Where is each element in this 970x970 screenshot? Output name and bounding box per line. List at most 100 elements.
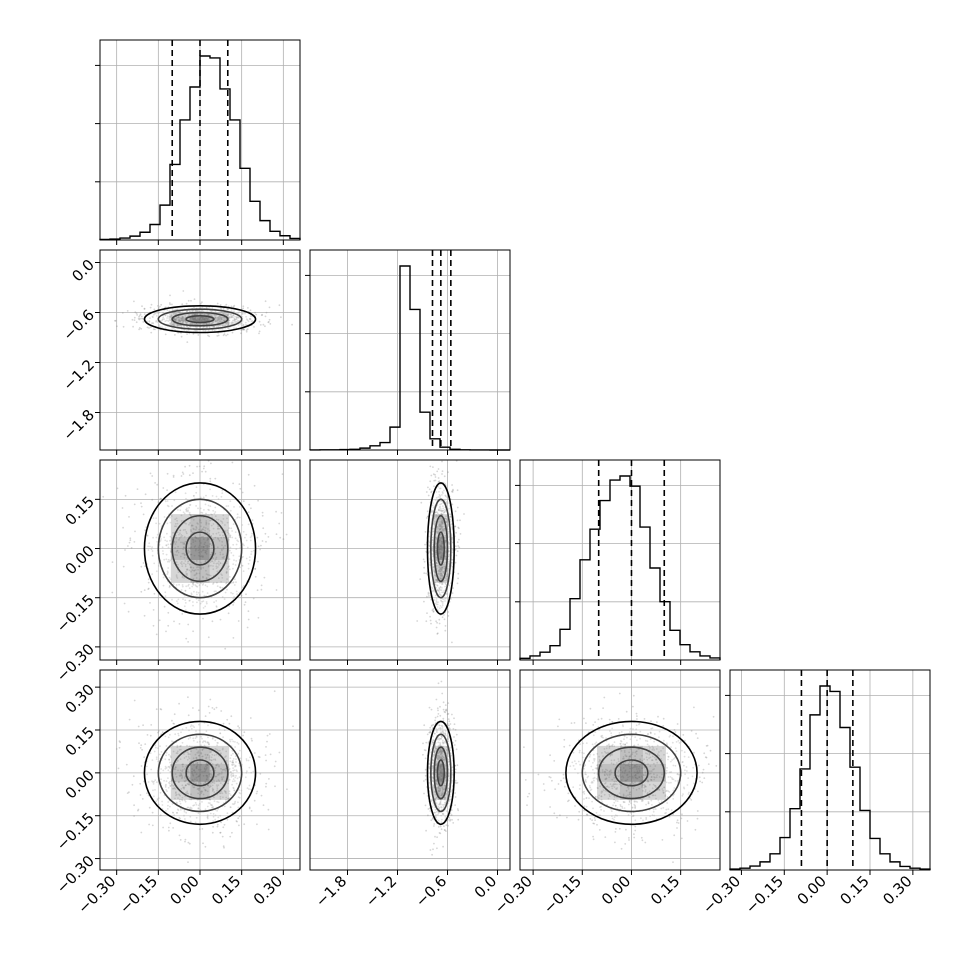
- scatter-point: [197, 309, 200, 312]
- scatter-point: [217, 774, 220, 776]
- scatter-point: [453, 723, 456, 726]
- scatter-point: [611, 745, 614, 748]
- scatter-point: [145, 765, 148, 768]
- scatter-point: [280, 512, 283, 514]
- scatter-point: [221, 540, 224, 543]
- scatter-point: [171, 803, 174, 805]
- scatter-point: [222, 553, 224, 556]
- scatter-point: [187, 551, 190, 554]
- scatter-point: [436, 530, 439, 533]
- scatter-point: [238, 792, 241, 794]
- scatter-point: [578, 751, 581, 754]
- scatter-point: [231, 811, 234, 814]
- scatter-point: [179, 817, 182, 820]
- scatter-point: [178, 794, 181, 796]
- scatter-point: [253, 799, 256, 802]
- scatter-point: [200, 735, 203, 738]
- scatter-point: [440, 680, 443, 683]
- scatter-point: [235, 581, 237, 584]
- scatter-point: [454, 739, 457, 742]
- scatter-point: [669, 734, 672, 737]
- scatter-point: [197, 783, 200, 786]
- scatter-point: [183, 543, 186, 546]
- scatter-point: [156, 799, 159, 801]
- scatter-point: [226, 531, 229, 534]
- scatter-point: [232, 758, 235, 760]
- scatter-point: [197, 750, 200, 753]
- scatter-point: [428, 544, 431, 547]
- scatter-point: [231, 764, 234, 766]
- scatter-point: [174, 554, 177, 556]
- scatter-point: [156, 540, 159, 543]
- scatter-point: [248, 556, 251, 558]
- scatter-point: [440, 793, 443, 796]
- scatter-point: [168, 782, 171, 785]
- scatter-point: [195, 756, 198, 759]
- scatter-point: [196, 313, 199, 316]
- scatter-point: [435, 562, 438, 565]
- scatter-point: [435, 760, 438, 763]
- scatter-point: [453, 736, 455, 738]
- scatter-point: [180, 731, 182, 734]
- scatter-point: [209, 758, 211, 761]
- scatter-point: [197, 787, 200, 790]
- scatter-point: [216, 763, 219, 766]
- scatter-point: [605, 777, 608, 780]
- scatter-point: [444, 796, 446, 799]
- density-cell: [190, 514, 210, 538]
- scatter-point: [234, 318, 237, 321]
- scatter-point: [184, 563, 187, 566]
- scatter-point: [181, 613, 184, 615]
- scatter-point: [656, 774, 658, 776]
- scatter-point: [159, 305, 161, 308]
- scatter-point: [446, 738, 449, 741]
- scatter-point: [443, 758, 446, 760]
- scatter-point: [169, 539, 171, 542]
- scatter-point: [180, 317, 183, 320]
- density-cell: [438, 560, 444, 583]
- scatter-point: [121, 312, 124, 314]
- scatter-point: [438, 487, 441, 490]
- scatter-point: [159, 791, 162, 794]
- scatter-point: [210, 759, 213, 762]
- scatter-point: [445, 734, 447, 737]
- scatter-point: [242, 307, 245, 310]
- scatter-point: [257, 545, 260, 548]
- scatter-point: [164, 591, 167, 594]
- scatter-point: [452, 728, 455, 730]
- scatter-point: [235, 316, 238, 319]
- scatter-point: [705, 745, 708, 747]
- scatter-point: [181, 315, 184, 318]
- scatter-point: [661, 773, 663, 776]
- scatter-point: [432, 735, 434, 738]
- scatter-point: [147, 545, 150, 548]
- scatter-point: [438, 525, 440, 528]
- scatter-point: [431, 504, 434, 507]
- histogram-panel-2: [515, 459, 721, 661]
- scatter-point: [440, 513, 443, 516]
- scatter-point: [220, 752, 222, 754]
- scatter-point: [443, 784, 446, 787]
- scatter-point: [653, 776, 655, 778]
- scatter-point: [445, 579, 448, 582]
- scatter-point: [449, 513, 452, 516]
- scatter-point: [537, 773, 540, 776]
- scatter-point: [187, 560, 189, 563]
- scatter-point: [225, 582, 227, 585]
- scatter-point: [243, 544, 245, 547]
- scatter-point: [602, 789, 605, 791]
- scatter-point: [169, 322, 171, 325]
- scatter-point: [164, 320, 167, 323]
- histogram-steps-2: [519, 475, 721, 660]
- scatter-point: [454, 548, 457, 550]
- scatter-point: [245, 315, 248, 318]
- scatter-point: [118, 746, 121, 749]
- scatter-point: [434, 602, 437, 605]
- scatter-point: [162, 826, 165, 829]
- scatter-point: [278, 751, 281, 754]
- scatter-point: [245, 759, 248, 762]
- scatter-point: [620, 847, 623, 850]
- scatter-point: [221, 778, 224, 781]
- scatter-point: [170, 764, 172, 766]
- scatter-point: [178, 774, 181, 777]
